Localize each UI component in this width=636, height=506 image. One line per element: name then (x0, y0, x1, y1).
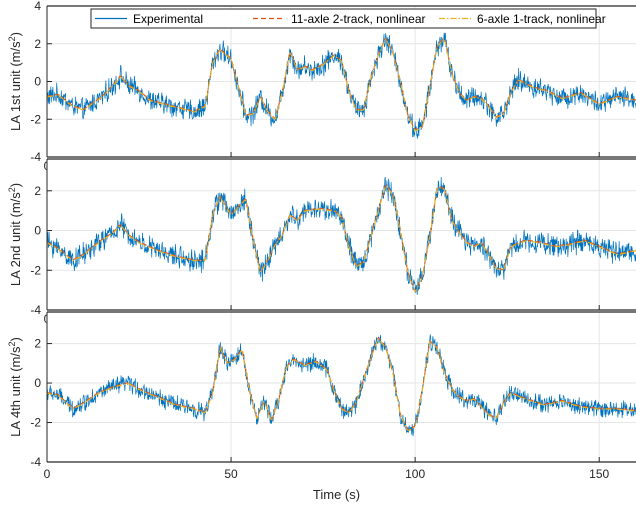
series-6-axle (47, 338, 636, 431)
y-tick-label: 2 (34, 184, 41, 198)
y-axis-label: LA 4th unit (m/s2) (7, 337, 23, 437)
legend-label-2: 11-axle 2-track, nonlinear (291, 12, 426, 26)
subplot-3: 2 0 -2 -4 LA 4th unit (m/s2) (7, 311, 636, 469)
x-axis-label: Time (s) (313, 487, 360, 502)
series-experimental (47, 176, 636, 295)
x-tick-label: 100 (405, 467, 425, 481)
y-tick-label: 0 (34, 376, 41, 390)
y-tick-label: 4 (34, 0, 41, 13)
legend-label-3: 6-axle 1-track, nonlinear (477, 12, 606, 26)
series-6-axle (47, 185, 636, 292)
y-tick-label: -2 (30, 263, 41, 277)
series-11-axle (47, 337, 636, 431)
y-tick-label: 0 (34, 224, 41, 238)
subplot-2: 2 0 -2 -4 LA 2nd unit (m/s2) (7, 158, 636, 317)
series-6-axle (47, 38, 636, 132)
y-tick-label: -4 (30, 150, 41, 164)
series-experimental (47, 32, 636, 139)
y-tick-label: 2 (34, 37, 41, 51)
y-tick-label: -2 (30, 416, 41, 430)
series-11-axle (47, 37, 636, 131)
x-tick-label: 150 (589, 467, 609, 481)
y-tick-label: 0 (34, 75, 41, 89)
y-tick-label: -4 (30, 303, 41, 317)
y-tick-label: -4 (30, 455, 41, 469)
x-tick-label: 0 (44, 467, 51, 481)
x-tick-label: 50 (224, 467, 238, 481)
series-experimental (47, 334, 636, 437)
series-11-axle (47, 184, 636, 292)
subplot-1: 4 2 0 -2 -4 LA 1st unit (m/s2) (7, 0, 636, 164)
y-axis-label: LA 1st unit (m/s2) (7, 32, 23, 131)
y-tick-label: -2 (30, 112, 41, 126)
legend-box (90, 8, 597, 29)
y-tick-label: 2 (34, 337, 41, 351)
legend: Experimental 11-axle 2-track, nonlinear 6-… (90, 8, 606, 29)
y-axis-label: LA 2nd unit (m/s2) (7, 183, 23, 286)
plot-area (47, 312, 636, 462)
legend-label-1: Experimental (133, 12, 203, 26)
plot-area (47, 159, 636, 310)
